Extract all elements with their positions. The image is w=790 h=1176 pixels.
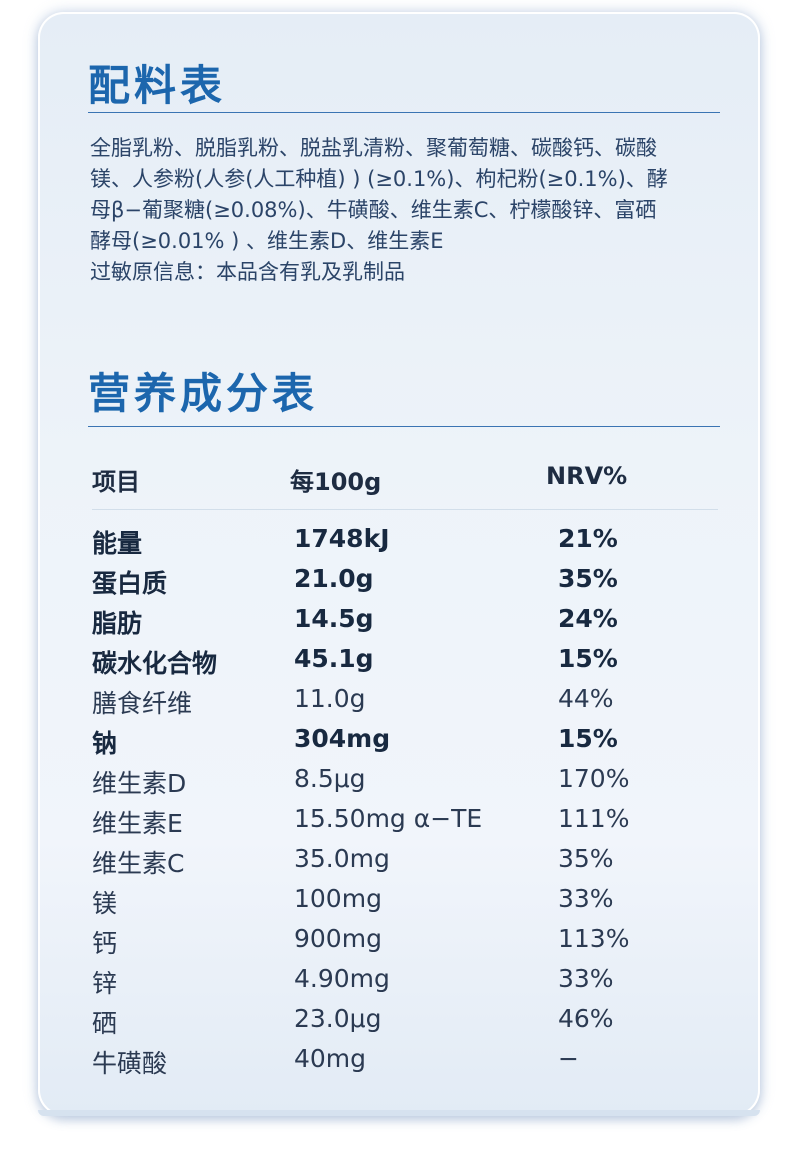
header-divider [92,509,718,510]
ingredients-line: 母β−葡聚糖(≥0.08%)、牛磺酸、维生素C、柠檬酸锌、富硒 [90,198,657,222]
table-row: 能量 1748kJ 21% [92,520,722,560]
table-row: 镁 100mg 33% [92,880,722,920]
nutrition-card [38,12,760,1116]
nutrient-amount: 40mg [294,1044,367,1073]
nutrient-name: 维生素C [92,849,185,878]
nutrition-table: 能量 1748kJ 21% 蛋白质 21.0g 35% 脂肪 14.5g 24%… [92,520,722,1080]
nutrient-amount: 304mg [294,724,391,753]
nutrient-amount: 900mg [294,924,382,953]
nutrient-name: 硒 [92,1009,118,1038]
nutrient-amount: 15.50mg α−TE [294,804,483,833]
nutrient-name: 碳水化合物 [92,649,218,678]
nutrient-nrv: 35% [558,564,618,593]
nutrient-name: 钙 [92,929,118,958]
header-nrv: NRV% [546,462,628,490]
nutrient-amount: 35.0mg [294,844,390,873]
nutrient-amount: 45.1g [294,644,374,673]
table-row: 蛋白质 21.0g 35% [92,560,722,600]
nutrient-amount: 8.5μg [294,764,366,793]
nutrient-name: 维生素E [92,809,183,838]
ingredients-line: 镁、人参粉(人参(人工种植) ) (≥0.1%)、枸杞粉(≥0.1%)、酵 [90,167,668,191]
nutrient-name: 能量 [92,529,143,558]
header-per100g: 每100g [290,468,382,496]
nutrition-divider [88,426,720,427]
nutrient-name: 锌 [92,969,118,998]
nutrient-nrv: 111% [558,804,630,833]
nutrient-nrv: 24% [558,604,618,633]
nutrient-nrv: 46% [558,1004,614,1033]
nutrient-amount: 21.0g [294,564,374,593]
table-row: 锌 4.90mg 33% [92,960,722,1000]
nutrient-name: 脂肪 [92,609,143,638]
table-row: 牛磺酸 40mg − [92,1040,722,1080]
table-row: 钠 304mg 15% [92,720,722,760]
nutrient-name: 镁 [92,889,118,918]
nutrient-amount: 1748kJ [294,524,390,553]
ingredients-line: 酵母(≥0.01% ) 、维生素D、维生素E [90,229,444,253]
nutrient-name: 钠 [92,729,118,758]
nutrient-nrv: − [558,1044,579,1073]
nutrient-nrv: 21% [558,524,618,553]
table-row: 维生素E 15.50mg α−TE 111% [92,800,722,840]
table-row: 膳食纤维 11.0g 44% [92,680,722,720]
ingredients-line: 全脂乳粉、脱脂乳粉、脱盐乳清粉、聚葡萄糖、碳酸钙、碳酸 [90,136,657,160]
header-item: 项目 [92,468,140,496]
nutrient-nrv: 113% [558,924,630,953]
nutrient-amount: 23.0μg [294,1004,382,1033]
ingredients-title: 配料表 [88,61,227,110]
nutrient-nrv: 170% [558,764,630,793]
table-header: 项目 每100g NRV% [92,462,722,498]
nutrient-nrv: 15% [558,644,618,673]
table-row: 钙 900mg 113% [92,920,722,960]
ingredients-list: 全脂乳粉、脱脂乳粉、脱盐乳清粉、聚葡萄糖、碳酸钙、碳酸 镁、人参粉(人参(人工种… [90,133,730,288]
table-row: 维生素C 35.0mg 35% [92,840,722,880]
nutrient-name: 牛磺酸 [92,1049,168,1078]
nutrient-nrv: 15% [558,724,618,753]
nutrient-amount: 4.90mg [294,964,390,993]
table-row: 硒 23.0μg 46% [92,1000,722,1040]
nutrient-amount: 11.0g [294,684,366,713]
allergen-info: 过敏原信息：本品含有乳及乳制品 [90,260,405,284]
nutrient-nrv: 33% [558,884,614,913]
table-row: 脂肪 14.5g 24% [92,600,722,640]
nutrition-title: 营养成分表 [88,369,319,418]
ingredients-divider [88,112,720,113]
nutrient-name: 蛋白质 [92,569,168,598]
table-row: 碳水化合物 45.1g 15% [92,640,722,680]
nutrient-name: 维生素D [92,769,187,798]
nutrient-amount: 14.5g [294,604,374,633]
nutrient-nrv: 35% [558,844,614,873]
nutrient-nrv: 33% [558,964,614,993]
table-row: 维生素D 8.5μg 170% [92,760,722,800]
nutrient-name: 膳食纤维 [92,689,193,718]
nutrient-nrv: 44% [558,684,614,713]
nutrient-amount: 100mg [294,884,382,913]
